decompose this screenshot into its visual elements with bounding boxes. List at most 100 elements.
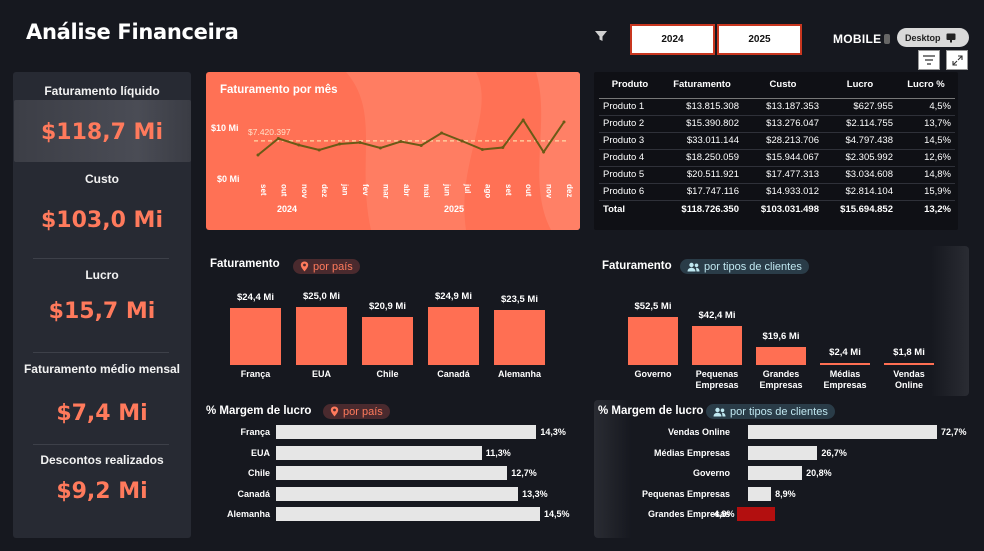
- line-point[interactable]: [297, 143, 301, 147]
- line-point[interactable]: [256, 153, 260, 157]
- month-tick: out: [524, 184, 533, 197]
- line-point[interactable]: [419, 144, 423, 147]
- hbar[interactable]: [748, 425, 937, 439]
- bar[interactable]: [362, 316, 413, 365]
- hbar[interactable]: [748, 486, 772, 501]
- column-header[interactable]: Lucro: [846, 79, 874, 91]
- product-table: Produto Faturamento Custo Lucro Lucro % …: [599, 72, 955, 219]
- bar[interactable]: [884, 363, 934, 365]
- hbar[interactable]: [276, 486, 519, 501]
- hbar[interactable]: [748, 466, 803, 480]
- column-header[interactable]: Custo: [769, 79, 797, 91]
- kpi-value-discounts: $9,2 Mi: [56, 479, 148, 504]
- table-row[interactable]: Produto 5 $20.511.921 $17.477.313 $3.034.60…: [599, 166, 955, 184]
- hbar-category-label: Governo: [692, 468, 730, 478]
- filter-lines-icon: [923, 55, 935, 65]
- table-cell: $33.011.144: [661, 132, 743, 150]
- hbar-value-label: 8,9%: [775, 488, 796, 499]
- revenue-line: [257, 118, 565, 156]
- hbar[interactable]: [276, 425, 537, 439]
- line-point[interactable]: [480, 148, 484, 151]
- bar[interactable]: [756, 347, 806, 365]
- table-cell: Produto 1: [599, 97, 661, 116]
- kpi-value-avg-monthly: $7,4 Mi: [56, 401, 148, 426]
- line-point[interactable]: [440, 131, 444, 135]
- desktop-toggle[interactable]: Desktop: [897, 28, 969, 47]
- hbar-category-label: Vendas Online: [667, 427, 730, 437]
- column-header[interactable]: Faturamento: [673, 79, 731, 91]
- bar[interactable]: [494, 310, 545, 365]
- table-row[interactable]: Produto 2 $15.390.802 $13.276.047 $2.114.75…: [599, 115, 955, 133]
- column-header[interactable]: Produto: [611, 79, 649, 91]
- expand-button[interactable]: [946, 50, 968, 70]
- table-cell: $13.276.047: [743, 115, 823, 133]
- hbar-category-label: Grandes Empresas: [647, 509, 730, 519]
- line-point[interactable]: [399, 140, 403, 143]
- year-2024-button[interactable]: 2024: [630, 24, 715, 55]
- line-point[interactable]: [521, 118, 525, 122]
- line-point[interactable]: [338, 142, 342, 146]
- month-tick: set: [259, 184, 268, 196]
- bar[interactable]: [628, 317, 678, 365]
- table-total-cell: $118.726.350: [661, 199, 743, 219]
- hbar-value-label: 11,3%: [485, 447, 511, 458]
- ytick-top: $10 Mi: [211, 123, 239, 133]
- table-total-cell: $15.694.852: [823, 199, 897, 219]
- table-cell: 14,5%: [897, 132, 955, 150]
- column-header[interactable]: Lucro %: [907, 79, 945, 91]
- bar-category-label: Grandes Empresas: [759, 369, 803, 390]
- bar[interactable]: [296, 307, 347, 365]
- hbar-category-label: Médias Empresas: [653, 447, 730, 458]
- table-cell: $17.747.116: [661, 183, 743, 201]
- bar-value-label: $42,4 Mi: [698, 310, 736, 322]
- card-background-shapes: [346, 72, 580, 230]
- table-row[interactable]: Produto 4 $18.250.059 $15.944.067 $2.305.99…: [599, 149, 955, 167]
- hbar[interactable]: [276, 466, 508, 480]
- bar-category-label: Vendas Online: [893, 369, 925, 390]
- revenue-client-chart: $52,5 Mi Governo $42,4 Mi Pequenas Empresas…: [628, 285, 948, 390]
- table-total-cell: Total: [599, 199, 661, 219]
- hbar[interactable]: [748, 445, 818, 460]
- users-icon: [687, 262, 700, 271]
- table-cell: 12,6%: [897, 149, 955, 167]
- line-point[interactable]: [317, 148, 321, 152]
- line-point[interactable]: [358, 141, 362, 144]
- section-title-margin-country: % Margem de lucro: [206, 405, 312, 417]
- filters-button[interactable]: [918, 50, 940, 70]
- month-tick: fev: [361, 184, 370, 196]
- bar[interactable]: [692, 326, 742, 365]
- line-point[interactable]: [276, 137, 280, 140]
- table-row[interactable]: Produto 1 $13.815.308 $13.187.353 $627.955 4…: [599, 97, 955, 116]
- kpi-label-cost: Custo: [85, 172, 119, 186]
- filter-icon[interactable]: [594, 29, 608, 43]
- hbar-value-label: 14,5%: [544, 509, 570, 519]
- line-point[interactable]: [542, 150, 546, 154]
- month-tick: ago: [483, 184, 492, 198]
- table-row[interactable]: Produto 6 $17.747.116 $14.933.012 $2.814.10…: [599, 183, 955, 201]
- bar[interactable]: [428, 307, 479, 365]
- bar-category-label: Médias Empresas: [823, 369, 867, 390]
- hbar[interactable]: [737, 507, 776, 521]
- pill-revenue-client: por tipos de clientes: [680, 259, 809, 274]
- bar-category-label: Canadá: [437, 369, 470, 379]
- bar[interactable]: [230, 308, 281, 365]
- hbar[interactable]: [276, 445, 482, 460]
- line-point[interactable]: [460, 139, 464, 143]
- table-cell: $2.114.755: [823, 115, 897, 133]
- month-tick: nov: [545, 184, 554, 199]
- mobile-label[interactable]: MOBILE: [833, 32, 882, 46]
- bar-category-label: Governo: [634, 369, 672, 379]
- month-tick: dez: [320, 184, 329, 197]
- line-point[interactable]: [378, 146, 382, 150]
- year-2025-button[interactable]: 2025: [717, 24, 802, 55]
- bar[interactable]: [820, 362, 870, 365]
- line-point[interactable]: [562, 120, 566, 124]
- bar-value-label: $52,5 Mi: [634, 301, 672, 312]
- bar-category-label: Pequenas Empresas: [695, 369, 739, 390]
- table-row[interactable]: Produto 3 $33.011.144 $28.213.706 $4.797.43…: [599, 132, 955, 150]
- hbar-value-label: 12,7%: [511, 468, 537, 478]
- line-point[interactable]: [501, 146, 505, 149]
- hbar-value-label: 14,3%: [540, 427, 566, 437]
- kpi-highlight: [14, 100, 191, 162]
- hbar[interactable]: [276, 507, 540, 521]
